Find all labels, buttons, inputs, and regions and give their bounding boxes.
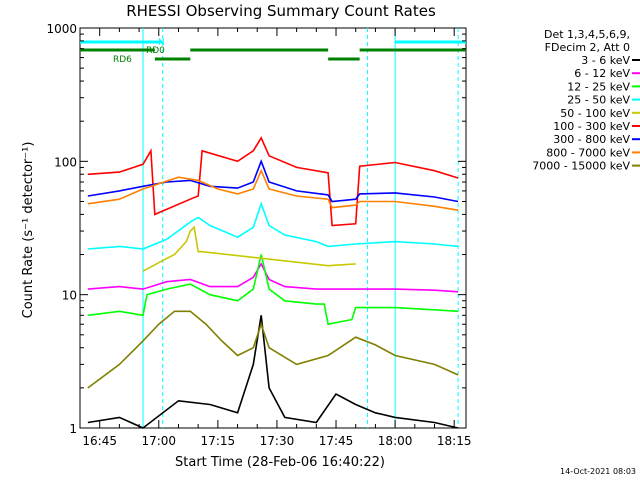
legend-entry-0: 3 - 6 keV (581, 54, 630, 67)
x-tick-label-1730: 17:30 (260, 434, 295, 448)
flag-label-n: N (158, 38, 165, 48)
flag-n-segment-0 (80, 40, 163, 44)
legend-header-line-1: Det 1,3,4,5,6,9, (544, 28, 630, 41)
legend-entry-1: 6 - 12 keV (574, 67, 630, 80)
chart-title: RHESSI Observing Summary Count Rates (126, 2, 436, 20)
legend-header-line-2: FDecim 2, Att 0 (545, 41, 630, 54)
flag-n-segment-1 (395, 40, 466, 44)
y-tick-label-100: 100 (54, 155, 77, 169)
series-line-5 (87, 136, 459, 227)
x-tick-label-1800: 18:00 (378, 434, 413, 448)
series-line-4 (142, 225, 356, 272)
y-tick-label-1: 1 (69, 422, 77, 436)
flag-label-rd0: RD0 (146, 46, 165, 56)
legend-entry-3: 25 - 50 keV (567, 94, 630, 107)
plot-area-border (79, 27, 467, 429)
x-tick-label-1700: 17:00 (141, 434, 176, 448)
vertical-markers (142, 28, 459, 428)
legend-entry-4: 50 - 100 keV (560, 107, 630, 120)
x-tick-label-1645: 16:45 (82, 434, 117, 448)
legend-entry-6: 300 - 800 keV (553, 133, 630, 146)
flag-label-rd6: RD6 (113, 55, 132, 65)
generated-timestamp: 14-Oct-2021 08:03 (560, 467, 636, 476)
x-tick-label-1815: 18:15 (437, 434, 472, 448)
flag-rd0-segment-2 (359, 48, 466, 52)
flag-rd6-segment-1 (328, 57, 360, 61)
y-axis-ticks: 1 10 100 1000 (46, 22, 466, 436)
flag-rd0-segment-1 (190, 48, 329, 52)
legend-entry-5: 100 - 300 keV (553, 120, 630, 133)
y-tick-label-10: 10 (62, 289, 77, 303)
x-tick-label-1715: 17:15 (201, 434, 236, 448)
legend-entry-2: 12 - 25 keV (567, 80, 630, 93)
flag-rd6-segment-0 (154, 57, 191, 61)
flag-rd0-segment-0 (80, 48, 155, 52)
legend-entry-8: 7000 - 15000 keV (532, 160, 630, 173)
y-axis-label: Count Rate (s⁻¹ detector⁻¹) (21, 142, 36, 319)
series-line-2 (87, 254, 459, 326)
series-lines (87, 136, 459, 429)
x-tick-label-1745: 17:45 (319, 434, 354, 448)
x-axis-label: Start Time (28-Feb-06 16:40:22) (175, 455, 385, 470)
series-line-8 (87, 310, 459, 389)
legend-entry-7: 800 - 7000 keV (546, 146, 630, 159)
series-line-0 (87, 315, 459, 429)
plot-frame (79, 27, 467, 429)
series-line-3 (87, 201, 459, 250)
series-line-7 (87, 168, 459, 211)
x-axis-ticks: 16:45 17:00 17:15 17:30 17:45 18:00 18:15 (79, 28, 472, 448)
legend: Det 1,3,4,5,6,9, FDecim 2, Att 0 3 - 6 k… (532, 28, 640, 173)
y-tick-label-1000: 1000 (46, 22, 77, 36)
